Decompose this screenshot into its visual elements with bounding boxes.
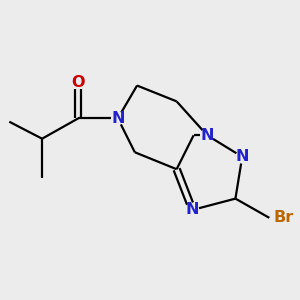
Text: N: N	[200, 128, 214, 143]
Text: N: N	[236, 149, 249, 164]
Text: Br: Br	[274, 210, 294, 225]
Text: N: N	[186, 202, 199, 217]
Text: N: N	[111, 111, 124, 126]
Text: O: O	[71, 75, 85, 90]
